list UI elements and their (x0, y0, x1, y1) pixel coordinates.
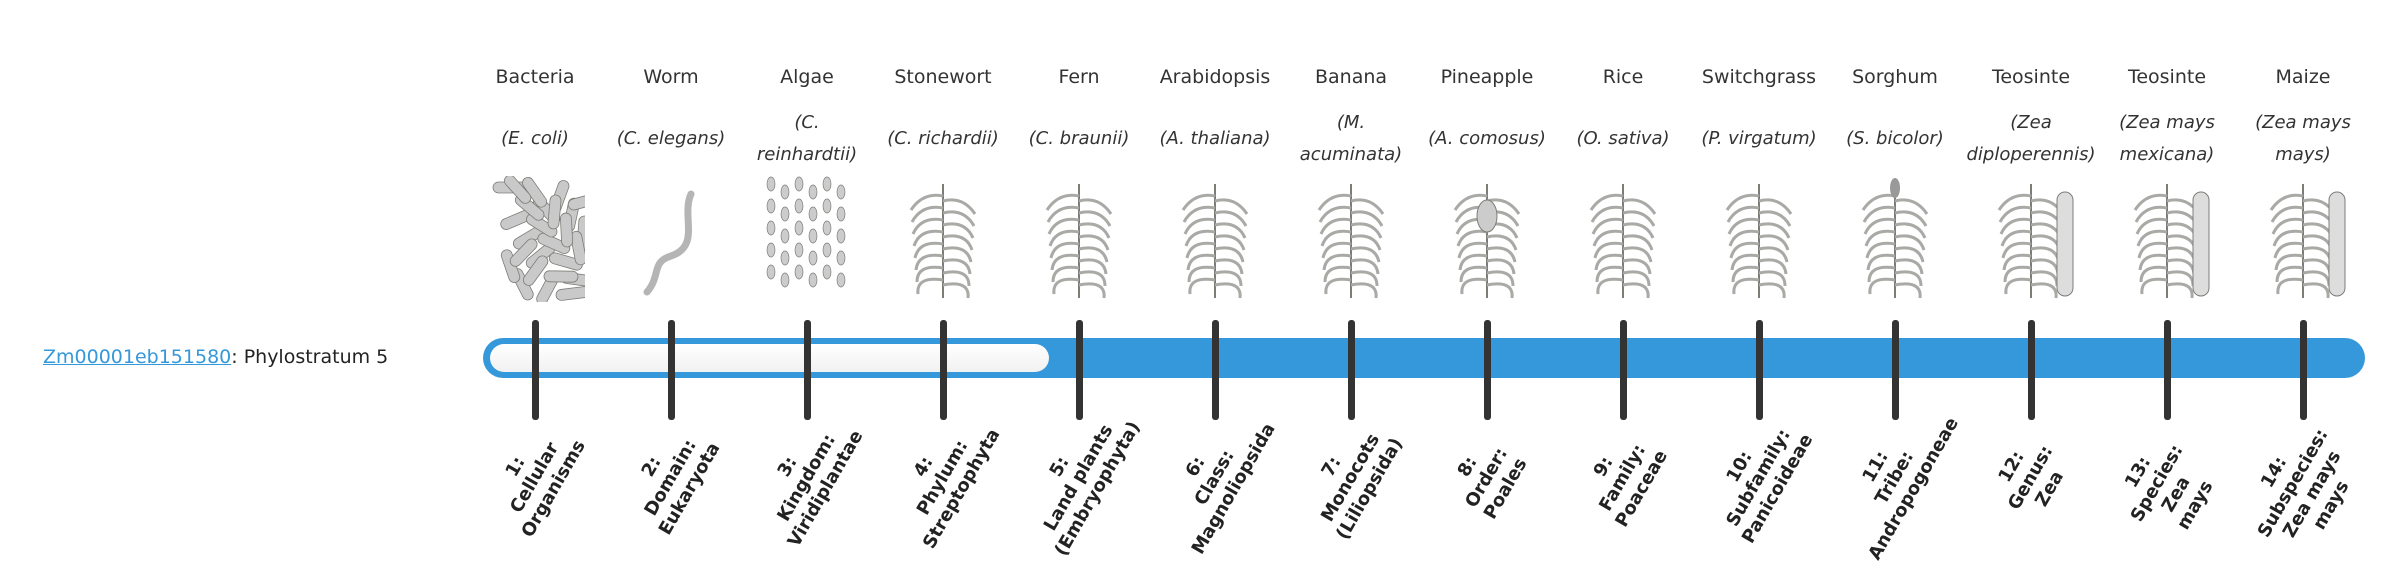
organism-species-name: (C. elegans) (607, 107, 735, 171)
organism-species-name: (A. comosus) (1423, 107, 1551, 171)
algae-icon (757, 176, 857, 302)
rank-label: 9: Family: Poaceae (1589, 440, 1672, 531)
organism-species-name: (M. acuminata) (1287, 107, 1415, 171)
species-text: (C. braunii) (1028, 128, 1130, 149)
maize-icon (2253, 176, 2353, 302)
rank-label: 13: Species: Zea mays (2120, 441, 2218, 534)
organism-common-name: Teosinte (1991, 66, 2071, 88)
stratum-tick (804, 320, 811, 420)
organism-species-name: (C. braunii) (1015, 107, 1143, 171)
rank-label: 8: Order: Poales (1453, 444, 1532, 523)
rank-label: 1: Cellular Organisms (501, 436, 590, 541)
organism-common-name: Pineapple (1440, 66, 1534, 88)
organism-common-name: Bacteria (495, 66, 575, 88)
organism-common-name: Sorghum (1852, 66, 1938, 88)
organism-species-name: (E. coli) (471, 107, 599, 171)
phylostratum-bar (483, 338, 2365, 378)
fern-icon (1029, 176, 1129, 302)
rank-label: 11: Tribe: Andropogoneae (1858, 413, 1963, 564)
organism-common-name: Arabidopsis (1159, 66, 1271, 88)
species-text: (C. reinhardtii) (756, 112, 858, 165)
organism-common-name: Teosinte (2127, 66, 2207, 88)
organism-common-name: Switchgrass (1701, 66, 1817, 88)
pineapple-icon (1437, 176, 1537, 302)
organism-species-name: (Zea mays mays) (2239, 107, 2367, 171)
organism-common-name: Fern (1058, 66, 1100, 88)
organism-species-name: (C. richardii) (879, 107, 1007, 171)
organism-common-name: Worm (643, 66, 699, 88)
arabidopsis-icon (1165, 176, 1265, 302)
organism-species-name: (Zea diploperennis) (1966, 107, 2096, 171)
rank-label: 12: Genus: Zea (1994, 441, 2069, 514)
species-text: (Zea mays mays) (2255, 112, 2351, 165)
teosinte-icon (1981, 176, 2081, 302)
organism-species-name: (S. bicolor) (1831, 107, 1959, 171)
stratum-tick (532, 320, 539, 420)
stratum-tick (1212, 320, 1219, 420)
species-text: (P. virgatum) (1701, 128, 1817, 149)
bar-unfilled-portion (490, 344, 1049, 372)
organism-species-name: (A. thaliana) (1151, 107, 1279, 171)
rank-label: 3: Kingdom: Viridiplantae (773, 426, 868, 551)
switchgrass-icon (1709, 176, 1809, 302)
species-text: (E. coli) (501, 128, 569, 149)
organism-common-name: Banana (1314, 66, 1388, 88)
organism-species-name: (Zea mays mexicana) (2103, 107, 2231, 171)
organism-common-name: Stonewort (894, 66, 992, 88)
bacteria-icon (485, 174, 602, 305)
rank-label: 6: Class: Magnoliopsida (1181, 419, 1280, 558)
rice-icon (1573, 176, 1673, 302)
species-text: (C. elegans) (616, 128, 726, 149)
organism-species-name: (C. reinhardtii) (743, 107, 871, 171)
stratum-tick (1892, 320, 1899, 420)
rank-label: 7: Monocots (Liliopsida) (1317, 430, 1408, 544)
teosinte-icon (2117, 176, 2217, 302)
rank-label: 14: Subspecies: Zea mays mays (2253, 425, 2354, 542)
species-text: (A. comosus) (1428, 128, 1546, 149)
stratum-tick (668, 320, 675, 420)
stratum-tick (1756, 320, 1763, 420)
species-text: (O. sativa) (1576, 128, 1670, 149)
stonewort-icon (893, 176, 993, 302)
species-text: (C. richardii) (887, 128, 999, 149)
rank-label: 2: Domain: Eukaryota (637, 435, 725, 539)
sorghum-icon (1845, 176, 1945, 302)
banana-icon (1301, 176, 1401, 302)
gene-link[interactable]: Zm00001eb151580 (43, 346, 232, 368)
organism-common-name: Rice (1602, 66, 1644, 88)
rank-label: 4: Phylum: Streptophyta (909, 425, 1005, 553)
worm-icon (621, 176, 721, 302)
stratum-tick (1348, 320, 1355, 420)
organism-common-name: Maize (2275, 66, 2331, 88)
stratum-tick (940, 320, 947, 420)
species-text: (Zea mays mexicana) (2119, 112, 2215, 165)
stratum-tick (2300, 320, 2307, 420)
rank-label: 10: Subfamily: Panicoideae (1722, 425, 1818, 548)
stratum-tick (1620, 320, 1627, 420)
species-text: (A. thaliana) (1159, 128, 1271, 149)
rank-label: 5: Land plants (Embryophyta) (1039, 417, 1145, 560)
organism-common-name: Algae (780, 66, 834, 88)
stratum-tick (1484, 320, 1491, 420)
gene-label: Zm00001eb151580: Phylostratum 5 (43, 343, 388, 371)
species-text: (M. acuminata) (1299, 112, 1403, 165)
stratum-tick (2164, 320, 2171, 420)
stratum-tick (2028, 320, 2035, 420)
species-text: (S. bicolor) (1846, 128, 1944, 149)
stratum-tick (1076, 320, 1083, 420)
organism-species-name: (O. sativa) (1559, 107, 1687, 171)
phylostratum-text: : Phylostratum 5 (231, 346, 389, 368)
organism-species-name: (P. virgatum) (1695, 107, 1823, 171)
species-text: (Zea diploperennis) (1966, 112, 2096, 165)
